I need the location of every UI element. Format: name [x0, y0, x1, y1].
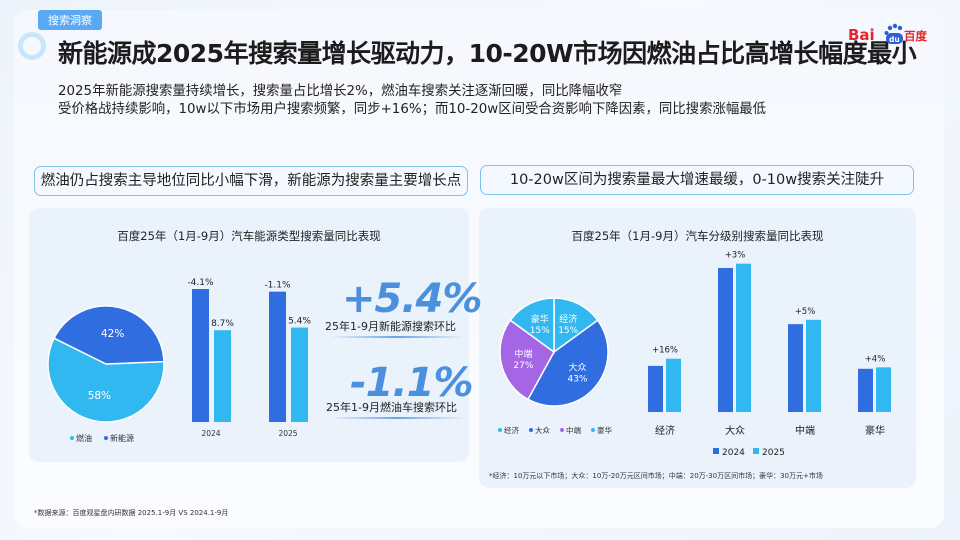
legend-label: 2025 [762, 448, 785, 458]
newenergy-growth-value: +5.4% [342, 276, 482, 322]
legend-label: 经济 [504, 425, 519, 435]
bar-2024-豪华 [858, 368, 873, 412]
growth-label: +4% [865, 354, 886, 364]
logo-text-bai: Bai [848, 26, 875, 44]
legend-dot [529, 428, 533, 432]
energy-pie-chart: 58% 42% 燃油 新能源 [47, 305, 165, 443]
x-tick-label: 2025 [278, 429, 297, 438]
left-summary-pill: 燃油仍占搜索主导地位同比小幅下滑，新能源为搜索量主要增长点 [34, 166, 468, 196]
x-tick-label: 中端 [795, 424, 815, 437]
pie-slice-豪华 [509, 297, 555, 354]
left-chart-title: 百度25年（1月-9月）汽车能源类型搜索量同比表现 [117, 229, 381, 243]
tier-definition-note: *经济：10万元以下市场；大众：10万-20万元区间市场；中端：20万-30万区… [489, 472, 823, 480]
bar-value-label: 5.4% [288, 317, 311, 327]
legend-dot [498, 428, 502, 432]
pie-slice-经济 [553, 297, 599, 354]
bar-2025-经济 [666, 358, 681, 412]
pie-value-label: 58% [88, 390, 111, 402]
pie-category-label: 中端 [514, 348, 532, 360]
pie-value-label: 15% [530, 326, 550, 336]
title-ring-icon [18, 32, 46, 60]
subtitle-line-1: 2025年新能源搜索量持续增长，搜索量占比增长2%，燃油车搜索关注逐渐回暖，同比… [58, 84, 623, 99]
legend-dot [560, 428, 564, 432]
legend-label: 燃油 [76, 433, 92, 443]
bar-2024-经济 [648, 365, 663, 412]
x-tick-label: 大众 [725, 424, 745, 437]
fuel-growth-value: -1.1% [350, 360, 474, 406]
pie-category-label: 大众 [568, 362, 586, 374]
paw-toe [892, 23, 898, 29]
bar-value-label: -1.1% [264, 281, 291, 291]
growth-label: +16% [652, 346, 678, 356]
x-tick-label: 2024 [201, 429, 220, 438]
right-chart-title: 百度25年（1月-9月）汽车分级别搜索量同比表现 [571, 229, 824, 243]
pie-value-label: 43% [567, 375, 587, 385]
bar-新能源-2025 [291, 327, 308, 422]
paw-pad [886, 33, 903, 44]
pie-value-label: 27% [513, 361, 533, 371]
logo-text-du: du [889, 35, 900, 44]
page-title: 新能源成2025年搜索量增长驱动力，10-20W市场因燃油占比高增长幅度最小 [58, 39, 917, 68]
pie-slice-大众 [526, 319, 609, 407]
bar-2024-中端 [788, 324, 803, 412]
legend-label: 大众 [535, 425, 550, 435]
subtitle-line-2: 受价格战持续影响，10w以下市场用户搜索频繁，同步+16%；而10-20w区间受… [58, 102, 767, 117]
growth-label: +3% [725, 251, 746, 261]
legend-label: 2024 [722, 448, 745, 458]
bar-燃油-2025 [269, 291, 286, 422]
logo-text-cn: 百度 [904, 29, 927, 43]
pie-slice-新能源 [53, 305, 165, 365]
bar-新能源-2024 [214, 330, 231, 422]
paw-toe [884, 31, 889, 35]
bar-value-label: -4.1% [187, 278, 214, 288]
x-tick-label: 经济 [655, 424, 675, 437]
newenergy-growth-label: 25年1-9月新能源搜索环比 [325, 320, 456, 333]
section-tag: 搜索洞察 [38, 10, 102, 30]
paw-toe [887, 25, 893, 31]
legend-dot [104, 436, 108, 440]
stat-underline [330, 336, 465, 338]
bar-2025-大众 [736, 263, 751, 412]
legend-swatch [753, 448, 759, 454]
growth-label: +5% [795, 307, 816, 317]
pie-slice-中端 [499, 319, 555, 401]
x-tick-label: 豪华 [865, 424, 885, 437]
legend-dot [70, 436, 74, 440]
tier-bar-chart: +16% 经济 +3% 大众 +5% 中端 +4% 豪华 2024 2025 [648, 251, 891, 458]
fuel-growth-label: 25年1-9月燃油车搜索环比 [326, 401, 457, 414]
bar-2025-中端 [806, 319, 821, 412]
pie-value-label: 15% [558, 326, 578, 336]
stat-underline [330, 417, 465, 419]
energy-bar-chart: -4.1% 8.7% 2024 -1.1% 5.4% 2025 [187, 278, 311, 438]
pie-category-label: 豪华 [531, 313, 549, 325]
pie-slice-燃油 [47, 337, 165, 423]
bar-燃油-2024 [192, 289, 209, 422]
legend-label: 中端 [566, 425, 581, 435]
bar-value-label: 8.7% [211, 319, 234, 329]
baidu-logo: Bai du 百度 [848, 23, 927, 44]
bar-2025-豪华 [876, 367, 891, 412]
legend-dot [591, 428, 595, 432]
bar-2024-大众 [718, 268, 733, 412]
legend-label: 新能源 [110, 433, 134, 443]
right-summary-pill: 10-20w区间为搜索量最大增速最缓，0-10w搜索关注陡升 [480, 165, 914, 195]
pie-value-label: 42% [101, 328, 124, 340]
legend-swatch [713, 448, 719, 454]
paw-toe [897, 25, 903, 31]
data-source-note: *数据来源：百度观星盘内研数据 2025.1-9月 VS 2024.1-9月 [34, 509, 229, 517]
legend-label: 豪华 [597, 425, 612, 435]
pie-category-label: 经济 [559, 313, 577, 325]
